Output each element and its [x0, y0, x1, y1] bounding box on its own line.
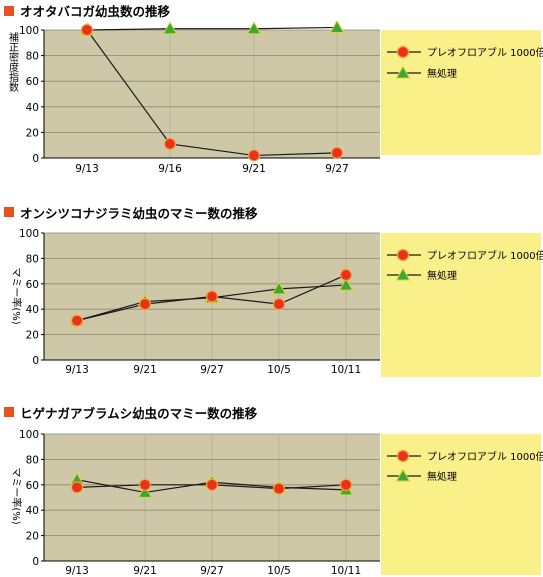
chart-panel-3: ヒゲナガアブラムシ幼虫のマミー数の推移 0 20 40 60 80 100 9/13 9/21 9… [4, 406, 543, 577]
plot-area [44, 30, 380, 158]
y-tick-label: 40 [26, 102, 39, 114]
y-tick-label: 0 [32, 153, 39, 165]
data-point-circle [205, 290, 219, 303]
y-tick-label: 60 [26, 76, 39, 88]
chart-panel-1: オオタバコガ幼虫数の推移 0 20 40 60 80 100 9/13 9/16 9/21 9/27… [4, 4, 543, 175]
data-point-circle [205, 478, 219, 491]
data-point-triangle [246, 21, 262, 35]
legend-label: 無処理 [427, 470, 457, 483]
y-axis-label: マミー率(%) [10, 467, 23, 524]
series-line-pleo [86, 29, 338, 157]
y-tick-label: 60 [26, 480, 39, 492]
y-tick-label: 0 [32, 556, 39, 568]
legend-circle-icon [396, 45, 410, 59]
data-point-circle [163, 137, 177, 151]
chart-title: オンシツコナジラミ幼虫のマミー数の推移 [20, 206, 258, 221]
x-tick-label: 9/16 [158, 163, 182, 175]
data-point-circle [70, 314, 84, 327]
data-point-circle [138, 478, 152, 491]
x-tick-label: 9/21 [133, 364, 157, 376]
data-point-circle [247, 149, 261, 162]
chart-title: オオタバコガ幼虫数の推移 [20, 4, 171, 19]
data-point-circle [80, 23, 94, 37]
y-tick-label: 40 [26, 505, 39, 517]
x-tick-label: 9/21 [242, 163, 266, 175]
y-tick-label: 0 [32, 355, 39, 367]
title-square-icon [4, 6, 14, 16]
data-point-triangle [137, 484, 153, 498]
y-tick-label: 60 [26, 279, 39, 291]
y-tick-label: 80 [26, 253, 39, 265]
y-tick-label: 20 [26, 127, 39, 139]
legend-circle-icon [396, 449, 410, 463]
legend-label: プレオフロアブル 1000倍 [427, 450, 543, 463]
x-tick-label: 10/5 [267, 364, 291, 376]
data-point-circle [339, 478, 353, 491]
legend-label: プレオフロアブル 1000倍 [427, 46, 543, 59]
title-square-icon [4, 407, 14, 417]
x-tick-label: 9/13 [75, 163, 99, 175]
data-point-triangle [271, 281, 287, 295]
legend-triangle-icon [395, 468, 411, 482]
series-line-untreated [86, 26, 338, 31]
legend-circle-icon [396, 248, 410, 262]
x-tick-label: 9/27 [200, 565, 224, 577]
y-tick-label: 40 [26, 304, 39, 316]
y-tick-label: 20 [26, 531, 39, 543]
x-tick-label: 9/21 [133, 565, 157, 577]
data-point-circle [272, 482, 286, 495]
y-tick-label: 100 [19, 429, 39, 441]
data-point-circle [70, 481, 84, 494]
data-point-circle [330, 146, 344, 159]
x-tick-label: 9/27 [325, 163, 349, 175]
y-tick-label: 20 [26, 330, 39, 342]
legend-label: プレオフロアブル 1000倍 [427, 249, 543, 262]
y-axis-label: マミー率(%) [10, 267, 23, 324]
legend-triangle-icon [395, 267, 411, 281]
title-square-icon [4, 207, 14, 217]
data-point-circle [138, 298, 152, 311]
y-tick-label: 100 [19, 25, 39, 37]
y-tick-label: 80 [26, 454, 39, 466]
x-tick-label: 10/5 [267, 565, 291, 577]
y-tick-label: 80 [26, 51, 39, 63]
chart-panel-2: オンシツコナジラミ幼虫のマミー数の推移 0 20 40 60 80 100 9/13 9/21 9… [4, 206, 543, 377]
y-tick-label: 100 [19, 228, 39, 240]
legend-label: 無処理 [427, 269, 457, 282]
x-tick-label: 9/13 [65, 364, 89, 376]
legend-label: 無処理 [427, 67, 457, 80]
x-tick-label: 10/11 [331, 565, 361, 577]
legend-triangle-icon [395, 65, 411, 79]
data-point-triangle [329, 19, 345, 33]
chart-title: ヒゲナガアブラムシ幼虫のマミー数の推移 [20, 406, 258, 421]
y-axis-label: 補正密度指数 [7, 31, 19, 93]
data-point-circle [339, 268, 353, 282]
data-point-circle [272, 298, 286, 311]
data-point-triangle [162, 21, 178, 35]
x-tick-label: 10/11 [331, 364, 361, 376]
data-point-triangle [338, 277, 354, 291]
x-tick-label: 9/27 [200, 364, 224, 376]
x-tick-label: 9/13 [65, 565, 89, 577]
